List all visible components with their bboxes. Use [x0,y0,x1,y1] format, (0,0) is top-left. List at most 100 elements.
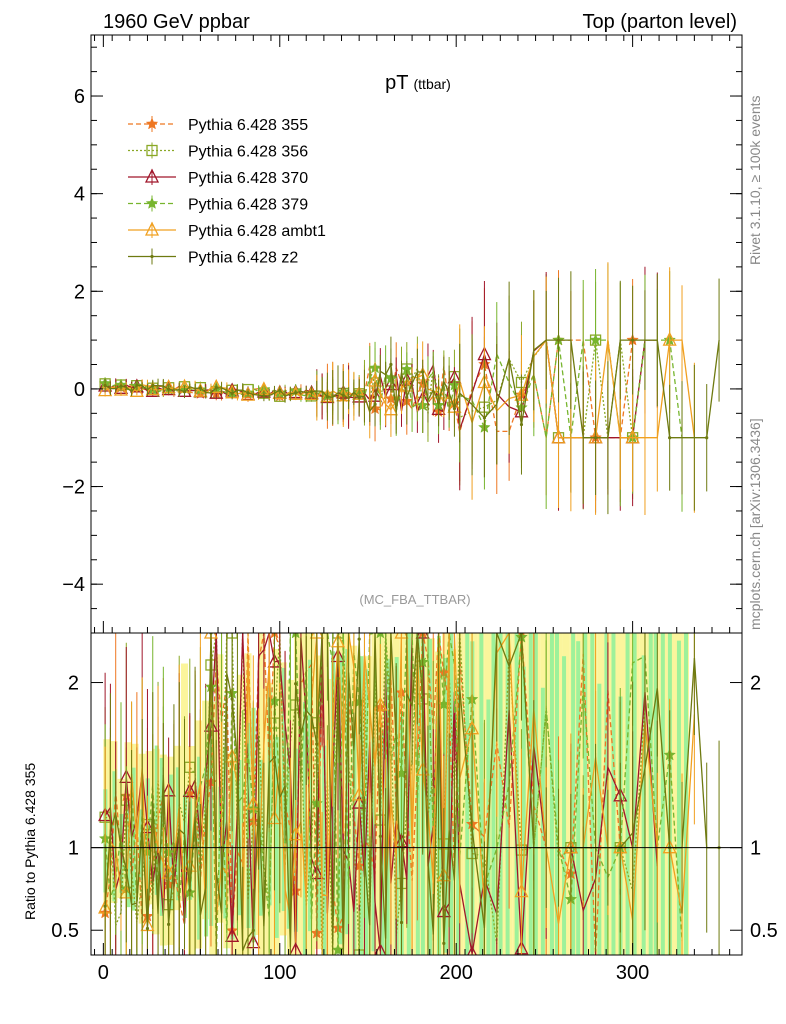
ratio-band-green [427,638,432,955]
data-point [625,429,640,444]
main-ytick-label: 6 [74,86,85,108]
ratio-band-green [505,633,510,955]
data-point [668,436,672,440]
data-point [551,429,566,444]
ratio-band-green [449,633,454,955]
data-point [421,370,425,374]
xtick-label: 100 [263,962,296,984]
data-point [182,390,187,394]
ratio-plot-frame [90,632,743,956]
ratio-band-green [676,640,681,955]
ratio-data-point [514,883,529,898]
data-point [383,401,398,416]
main-ytick-label: −4 [62,574,85,596]
data-point [167,387,171,391]
ratio-band-green [345,649,350,935]
ratio-band-green [521,666,526,955]
ratio-data-point [124,868,128,872]
ratio-band-green [491,633,496,955]
legend-marker [144,221,160,236]
data-point [593,436,598,440]
xtick-label: 300 [616,962,649,984]
legend: Pythia 6.428 355 Pythia 6.428 356 Pythia 6… [128,116,326,267]
data-point [230,391,234,395]
ratio-band-green [583,633,588,955]
ratio-band-green [604,633,609,955]
legend-label: Pythia 6.428 379 [188,197,308,214]
ratio-band-green [648,633,653,955]
plot-title-sub: (ttbar) [414,76,451,92]
ratio-data-point [246,795,261,810]
ratio-data-point [467,945,477,955]
data-point [389,362,393,367]
data-point [519,422,524,427]
data-point [209,378,224,393]
ratio-band-green [549,633,554,955]
ratio-data-point [378,834,382,838]
ratio-ytick-label-right: 1 [750,838,761,860]
ratio-data-point [230,697,234,701]
ratio-band-green [625,633,630,955]
ratio-data-point [336,676,340,681]
series-5 [103,271,720,515]
ratio-band-green [159,757,164,916]
axes-layer [90,34,743,956]
rivet-version-label: Rivet 3.1.10, ≥ 100k events [747,95,763,265]
ticks-layer: 0 100 200 300 −4 −2 0 2 4 6 0.5 0.5 1 1 2 2 [51,35,778,984]
ratio-data-point [399,920,404,925]
data-point [341,393,345,397]
data-point [246,391,250,395]
ratio-band-green [590,633,595,955]
data-point [304,385,319,401]
header-left-label: 1960 GeV ppbar [103,11,250,33]
data-point [278,388,282,392]
ratio-data-point [421,695,425,699]
legend-label: Pythia 6.428 370 [188,170,308,187]
ratio-data-point [357,637,361,641]
xtick-label: 200 [440,962,473,984]
main-ytick-label: 4 [74,184,85,206]
legend-label: Pythia 6.428 355 [188,117,308,134]
ratio-band-green [465,633,470,955]
legend-label: Pythia 6.428 z2 [188,250,298,267]
ratio-series-layer [98,633,721,955]
data-point [129,382,144,397]
data-point [294,391,298,395]
legend-marker [144,168,160,183]
ratio-data-point [251,928,255,932]
data-point [436,401,441,405]
legend-marker [146,144,158,157]
ratio-data-point [289,941,303,955]
ratio-data-point [374,942,387,955]
analysis-label: (MC_FBA_TTBAR) [359,592,470,607]
ratio-band-green [274,737,279,938]
main-series-layer [98,262,720,516]
data-point [113,381,129,396]
data-point [151,383,155,388]
data-point [556,338,561,342]
ratio-series-5 [103,633,721,955]
data-point [309,390,314,394]
ratio-series-line [104,633,633,955]
legend-marker [150,254,154,259]
data-point [631,338,635,342]
ratio-band-green [576,641,581,955]
ratio-ytick-label-right: 0.5 [750,920,778,942]
legend-label: Pythia 6.428 356 [188,144,308,161]
plot-title-main: pT [385,72,408,94]
ratio-band-green [302,701,307,955]
ratio-band-green [632,633,637,955]
ratio-band-green [479,633,484,955]
ratio-band-green [554,633,559,955]
ratio-ytick-label: 0.5 [51,920,79,942]
legend-marker [145,117,159,130]
ratio-data-point [470,827,474,831]
data-point [119,384,123,388]
main-ytick-label: −2 [62,477,85,499]
data-point [589,333,602,346]
ratio-ylabel: Ratio to Pythia 6.428 355 [22,763,38,920]
data-point [262,394,266,398]
ratio-band-green [322,745,327,955]
plot-title: pT (ttbar) [385,72,451,94]
